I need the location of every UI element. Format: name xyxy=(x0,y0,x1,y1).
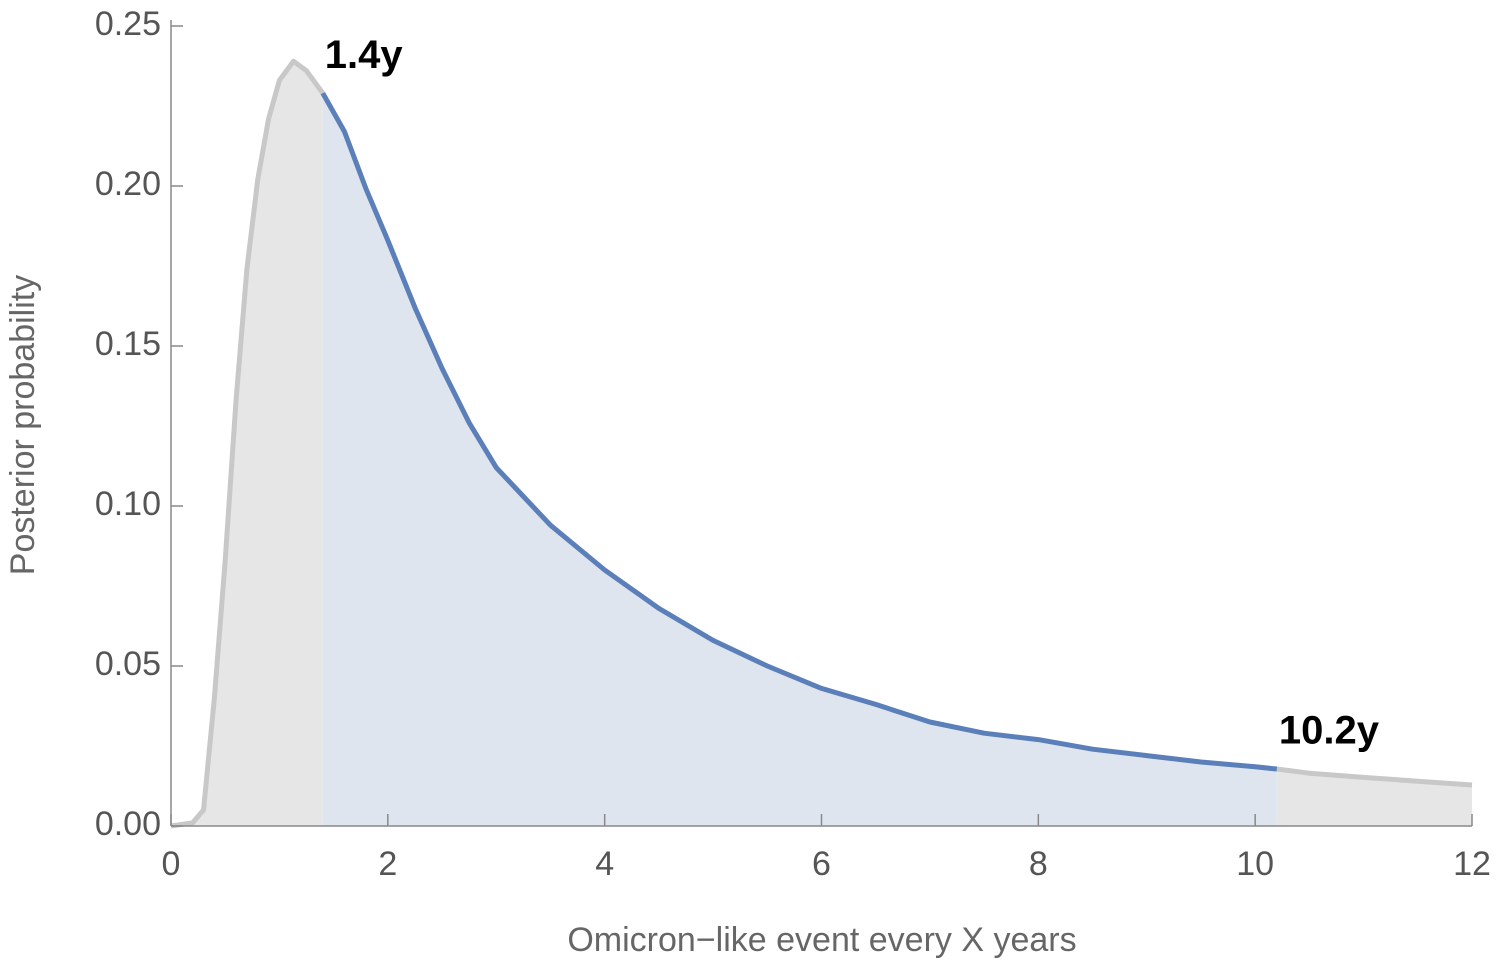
x-tick-label: 2 xyxy=(378,845,397,883)
area xyxy=(322,93,1277,826)
area xyxy=(171,61,323,826)
line xyxy=(1276,766,1473,788)
x-tick-label: 0 xyxy=(162,845,181,883)
x-axis-label: Omicron−like event every X years xyxy=(567,921,1076,959)
x-tick-label: 6 xyxy=(812,845,831,883)
y-tick-label: 0.10 xyxy=(95,485,161,523)
annotation: 10.2y xyxy=(1279,709,1380,753)
y-tick-label: 0.05 xyxy=(95,645,161,683)
annotation: 1.4y xyxy=(325,33,404,77)
y-tick-label: 0.00 xyxy=(95,805,161,843)
x-tick-label: 10 xyxy=(1236,845,1274,883)
x-tick-label: 12 xyxy=(1453,845,1491,883)
y-tick-label: 0.25 xyxy=(95,5,161,43)
x-tick-label: 8 xyxy=(1029,845,1048,883)
y-axis-label: Posterior probability xyxy=(4,275,42,575)
x-tick-label: 4 xyxy=(595,845,614,883)
line xyxy=(170,58,325,829)
line xyxy=(320,91,1278,772)
y-tick-label: 0.20 xyxy=(95,165,161,203)
y-tick-label: 0.15 xyxy=(95,325,161,363)
